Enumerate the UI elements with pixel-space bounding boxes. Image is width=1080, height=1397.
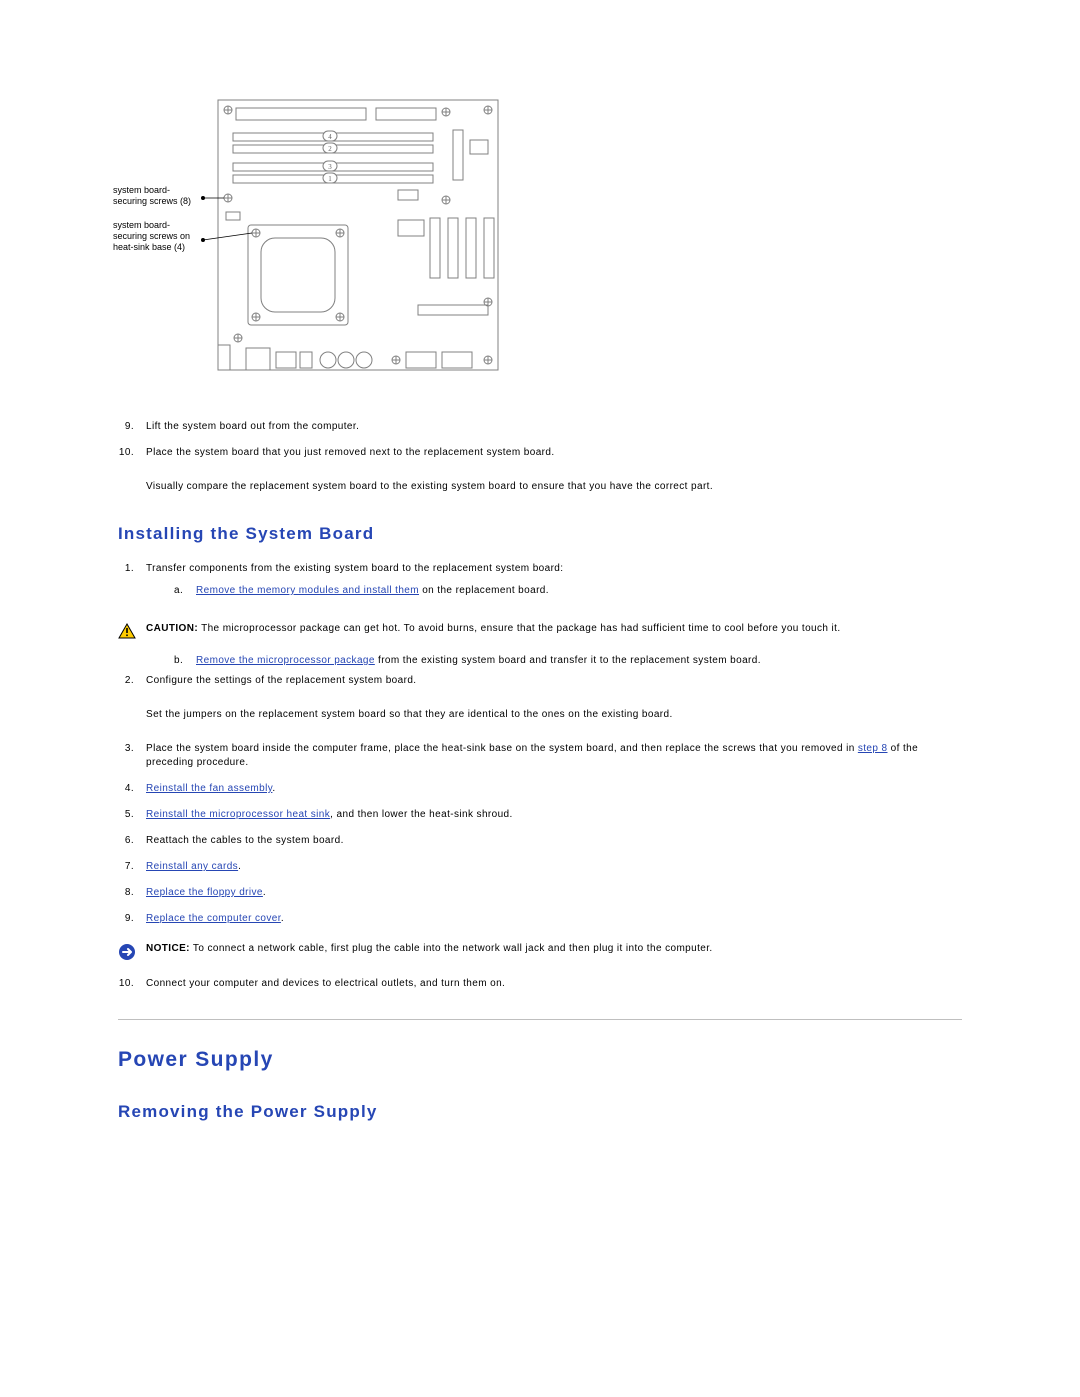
sub-num: b. — [174, 655, 196, 666]
step-text: Replace the computer cover. — [146, 912, 962, 926]
install-step-8: 8. Replace the floppy drive. — [118, 886, 962, 900]
reinstall-fan-link[interactable]: Reinstall the fan assembly — [146, 783, 272, 794]
slot-num: 3 — [328, 163, 332, 171]
notice-label: NOTICE: — [146, 943, 190, 954]
step7-post: . — [238, 861, 241, 872]
install-step-4: 4. Reinstall the fan assembly. — [118, 782, 962, 796]
slot-num: 2 — [328, 145, 332, 153]
install-step-5: 5. Reinstall the microprocessor heat sin… — [118, 808, 962, 822]
diagram-label-2: system board-securing screws on heat-sin… — [113, 220, 203, 253]
step-number: 10. — [118, 446, 146, 460]
step-text: Lift the system board out from the compu… — [146, 420, 962, 434]
step-text: Replace the floppy drive. — [146, 886, 962, 900]
sub-steps-b: b. Remove the microprocessor package fro… — [146, 655, 962, 666]
system-board-diagram: system board-securing screws (8) system … — [118, 90, 508, 390]
sub-step-a: a. Remove the memory modules and install… — [146, 584, 962, 598]
caution-label: CAUTION: — [146, 623, 198, 634]
jumpers-paragraph: Set the jumpers on the replacement syste… — [146, 708, 962, 722]
section-divider — [118, 1019, 962, 1020]
replace-floppy-link[interactable]: Replace the floppy drive — [146, 887, 263, 898]
install-step-2: 2. Configure the settings of the replace… — [118, 674, 962, 688]
sub-num: a. — [174, 584, 196, 598]
step9-post: . — [281, 913, 284, 924]
reinstall-heatsink-link[interactable]: Reinstall the microprocessor heat sink — [146, 809, 330, 820]
caution-icon — [118, 622, 146, 639]
step-number: 2. — [118, 674, 146, 688]
step-number: 9. — [118, 420, 146, 434]
step-number: 3. — [118, 742, 146, 770]
step-number: 4. — [118, 782, 146, 796]
remove-memory-link[interactable]: Remove the memory modules and install th… — [196, 585, 419, 596]
sub-a-rest: on the replacement board. — [419, 585, 549, 596]
notice-body: NOTICE: To connect a network cable, firs… — [146, 942, 962, 956]
slot-num: 1 — [328, 175, 332, 183]
install-step-1: 1. Transfer components from the existing… — [118, 562, 962, 606]
install-step-3: 3. Place the system board inside the com… — [118, 742, 962, 770]
step-number: 1. — [118, 562, 146, 606]
remove-microprocessor-link[interactable]: Remove the microprocessor package — [196, 655, 375, 666]
notice-text: To connect a network cable, first plug t… — [190, 943, 713, 954]
step4-post: . — [272, 783, 275, 794]
install-steps-10: 10. Connect your computer and devices to… — [118, 977, 962, 991]
step-text: Reattach the cables to the system board. — [146, 834, 962, 848]
step-number: 5. — [118, 808, 146, 822]
caution-text: The microprocessor package can get hot. … — [198, 623, 840, 634]
step8-post: . — [263, 887, 266, 898]
sub-step-b: b. Remove the microprocessor package fro… — [146, 655, 962, 666]
slot-num: 4 — [328, 133, 332, 141]
diagram-label-1: system board-securing screws (8) — [113, 185, 203, 207]
removing-power-supply-heading: Removing the Power Supply — [118, 1102, 962, 1122]
step-text: Place the system board that you just rem… — [146, 446, 962, 460]
sub-b-rest: from the existing system board and trans… — [375, 655, 761, 666]
install-steps-2: 2. Configure the settings of the replace… — [118, 674, 962, 688]
step-text: Place the system board inside the comput… — [146, 742, 962, 770]
power-supply-heading: Power Supply — [118, 1048, 962, 1072]
caution-body: CAUTION: The microprocessor package can … — [146, 622, 962, 636]
compare-paragraph: Visually compare the replacement system … — [146, 480, 962, 494]
step-text: Reinstall any cards. — [146, 860, 962, 874]
step5-post: , and then lower the heat-sink shroud. — [330, 809, 513, 820]
step-10: 10. Place the system board that you just… — [118, 446, 962, 460]
step-text: Configure the settings of the replacemen… — [146, 674, 962, 688]
sub-body: Remove the microprocessor package from t… — [196, 655, 761, 666]
install-step-7: 7. Reinstall any cards. — [118, 860, 962, 874]
sub-steps: a. Remove the memory modules and install… — [146, 584, 962, 598]
step-number: 8. — [118, 886, 146, 900]
step-9: 9. Lift the system board out from the co… — [118, 420, 962, 434]
step-number: 7. — [118, 860, 146, 874]
step-text: Reinstall the microprocessor heat sink, … — [146, 808, 962, 822]
install-step-6: 6. Reattach the cables to the system boa… — [118, 834, 962, 848]
page-content: system board-securing screws (8) system … — [0, 0, 1080, 1180]
step-number: 6. — [118, 834, 146, 848]
notice-callout: NOTICE: To connect a network cable, firs… — [118, 942, 962, 961]
sub-body: Remove the memory modules and install th… — [196, 584, 549, 598]
replace-cover-link[interactable]: Replace the computer cover — [146, 913, 281, 924]
caution-callout: CAUTION: The microprocessor package can … — [118, 622, 962, 639]
step3-pre: Place the system board inside the comput… — [146, 743, 858, 754]
reinstall-cards-link[interactable]: Reinstall any cards — [146, 861, 238, 872]
step-1-text: Transfer components from the existing sy… — [146, 563, 563, 574]
step-text: Reinstall the fan assembly. — [146, 782, 962, 796]
removal-steps-continued: 9. Lift the system board out from the co… — [118, 420, 962, 460]
step-text: Connect your computer and devices to ele… — [146, 977, 962, 991]
notice-icon — [118, 942, 146, 961]
install-steps-3plus: 3. Place the system board inside the com… — [118, 742, 962, 926]
step-number: 9. — [118, 912, 146, 926]
install-step-10: 10. Connect your computer and devices to… — [118, 977, 962, 991]
step-number: 10. — [118, 977, 146, 991]
install-step-9: 9. Replace the computer cover. — [118, 912, 962, 926]
installing-system-board-heading: Installing the System Board — [118, 524, 962, 544]
install-steps: 1. Transfer components from the existing… — [118, 562, 962, 606]
step-text: Transfer components from the existing sy… — [146, 562, 962, 606]
step-8-link[interactable]: step 8 — [858, 743, 888, 754]
